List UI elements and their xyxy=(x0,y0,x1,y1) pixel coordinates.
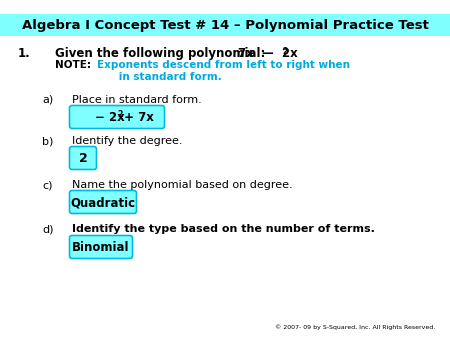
Text: c): c) xyxy=(42,180,53,190)
FancyBboxPatch shape xyxy=(69,146,96,169)
Text: d): d) xyxy=(42,224,54,234)
Text: Algebra I Concept Test # 14 – Polynomial Practice Test: Algebra I Concept Test # 14 – Polynomial… xyxy=(22,19,428,31)
Text: + 7x: + 7x xyxy=(120,111,154,124)
Text: 2: 2 xyxy=(282,47,287,55)
FancyBboxPatch shape xyxy=(69,236,132,259)
Text: 1.: 1. xyxy=(18,47,31,60)
FancyBboxPatch shape xyxy=(69,191,136,214)
Text: b): b) xyxy=(42,136,54,146)
Text: 2: 2 xyxy=(117,110,122,119)
Text: Quadratic: Quadratic xyxy=(71,196,135,209)
Text: a): a) xyxy=(42,95,53,105)
Text: Place in standard form.: Place in standard form. xyxy=(72,95,202,105)
Text: 7x  —  2x: 7x — 2x xyxy=(238,47,298,60)
Text: Identify the type based on the number of terms.: Identify the type based on the number of… xyxy=(72,224,375,234)
Text: Exponents descend from left to right when
      in standard form.: Exponents descend from left to right whe… xyxy=(97,60,350,81)
Text: 2: 2 xyxy=(79,152,87,165)
Text: − 2x: − 2x xyxy=(95,111,125,124)
Text: Binomial: Binomial xyxy=(72,241,130,254)
Text: Name the polynomial based on degree.: Name the polynomial based on degree. xyxy=(72,180,292,190)
Text: © 2007- 09 by S-Squared, Inc. All Rights Reserved.: © 2007- 09 by S-Squared, Inc. All Rights… xyxy=(275,324,435,330)
Text: Identify the degree.: Identify the degree. xyxy=(72,136,183,146)
FancyBboxPatch shape xyxy=(0,14,450,36)
FancyBboxPatch shape xyxy=(69,105,165,128)
Text: Given the following polynomial:: Given the following polynomial: xyxy=(55,47,266,60)
Text: NOTE:: NOTE: xyxy=(55,60,91,70)
